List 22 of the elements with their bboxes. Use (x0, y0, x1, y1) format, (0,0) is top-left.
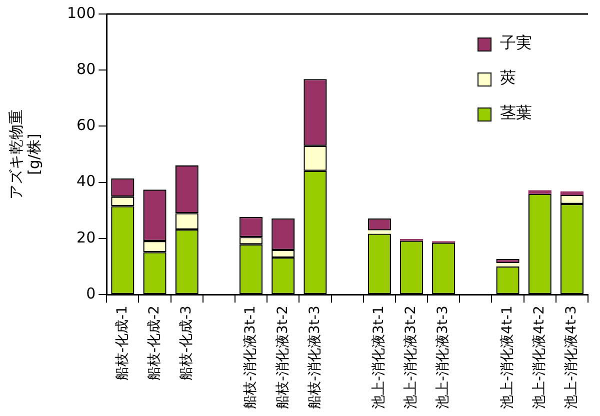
x-tick-label: 池上-消化液4t-1 (499, 306, 516, 410)
y-tick-label: 0 (86, 284, 96, 302)
x-tick-label: 池上-消化液4t-3 (564, 306, 580, 410)
x-tick-label: 船枝-消化液3t-2 (274, 306, 291, 410)
y-axis-title: アズキ乾物重 [g/株] (6, 109, 43, 200)
legend-label: 莢 (500, 68, 516, 88)
legend-label: 子実 (500, 33, 532, 52)
x-tick-label: 池上-消化液3t-2 (403, 306, 420, 410)
x-tick-label: 池上-消化液4t-2 (532, 306, 548, 410)
y-tick-label: 40 (76, 172, 96, 190)
y-tick-label: 80 (76, 60, 96, 78)
legend-label: 茎葉 (500, 103, 532, 122)
x-tick-label: 池上-消化液3t-3 (435, 306, 452, 410)
y-tick-label: 60 (76, 116, 96, 134)
y-tick-label: 100 (66, 4, 96, 22)
x-tick-label: 船枝-消化液3t-1 (242, 306, 259, 410)
y-tick-label: 20 (76, 228, 96, 246)
x-tick-label: 船枝-消化液3t-3 (306, 306, 323, 410)
x-tick-label: 船枝-化成-3 (178, 306, 194, 381)
x-tick-label: 船枝-化成-2 (146, 306, 162, 381)
x-tick-label: 池上-消化液3t-1 (371, 306, 388, 410)
x-tick-label: 船枝-化成-1 (114, 306, 130, 381)
